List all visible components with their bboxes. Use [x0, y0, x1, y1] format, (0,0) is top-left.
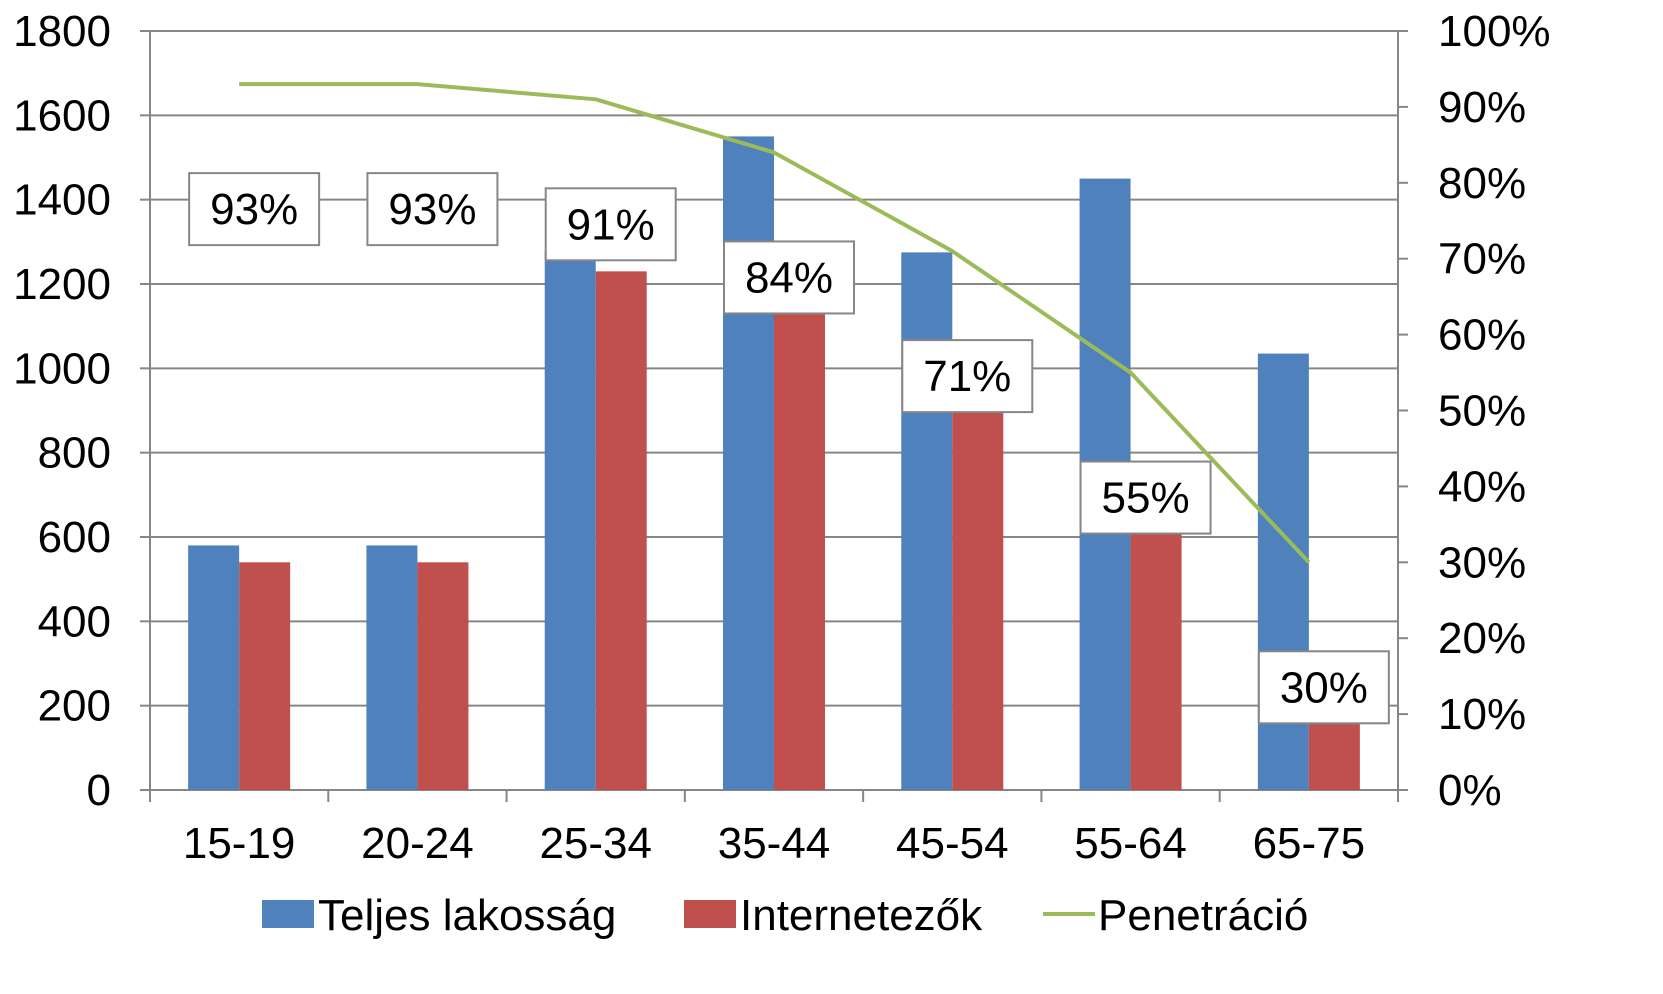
bar-total-population	[901, 252, 953, 790]
right-axis-tick-label: 20%	[1438, 614, 1526, 663]
penetration-line	[239, 82, 1311, 564]
x-axis-category-label: 15-19	[183, 819, 296, 868]
x-axis-category-label: 20-24	[361, 819, 474, 868]
x-axis-category-label: 25-34	[539, 819, 652, 868]
bar-total-population	[544, 250, 596, 790]
left-axis-tick-label: 400	[38, 597, 111, 646]
legend-internet-users-label: Internetezők	[740, 891, 983, 940]
data-label: 30%	[1280, 663, 1368, 712]
bar-internet-users	[1130, 511, 1182, 790]
bar-internet-users	[595, 271, 647, 791]
left-axis-tick-label: 800	[38, 429, 111, 478]
x-axis-category-label: 35-44	[718, 819, 831, 868]
data-label-box	[1079, 460, 1212, 535]
data-label-box	[366, 172, 499, 247]
legend-total-population-swatch	[262, 900, 314, 928]
right-axis-tick-label: 60%	[1438, 311, 1526, 360]
bar-internet-users	[774, 300, 825, 790]
tick-labels: 0 200 400 600 800 1000 1200 1400 1600 1800 0% 10% 20…	[13, 7, 1550, 868]
data-label: 55%	[1102, 474, 1190, 523]
right-axis-tick-label: 80%	[1438, 159, 1526, 208]
bar-total-population	[723, 136, 774, 790]
right-axis-tick-label: 40%	[1438, 462, 1526, 511]
left-axis-tick-label: 600	[38, 513, 111, 562]
right-axis-tick-label: 100%	[1438, 7, 1551, 56]
legend-total-population-label: Teljes lakosság	[318, 891, 616, 940]
data-labels: 93% 93% 91% 84% 71% 55% 30%	[188, 172, 1390, 725]
x-axis-category-label: 65-75	[1253, 819, 1366, 868]
bar-total-population	[1257, 353, 1309, 790]
bar-total-population	[188, 545, 240, 790]
data-label-box	[544, 187, 677, 262]
right-axis-tick-label: 0%	[1438, 766, 1502, 815]
left-axis-tick-label: 1200	[13, 260, 111, 309]
left-axis-tick-label: 1400	[13, 176, 111, 225]
bar-total-population	[366, 545, 418, 790]
data-label-box	[1257, 650, 1390, 725]
legend: Teljes lakosság Internetezők Penetráció	[262, 891, 1308, 940]
right-axis-tick-label: 90%	[1438, 83, 1526, 132]
left-axis-tick-label: 1600	[13, 91, 111, 140]
right-axis-tick-label: 50%	[1438, 387, 1526, 436]
x-axis-category-label: 55-64	[1074, 819, 1187, 868]
bar-internet-users	[952, 408, 1004, 790]
data-label: 93%	[210, 185, 298, 234]
data-label-box	[188, 172, 321, 247]
data-label-box	[723, 240, 855, 315]
right-axis-tick-label: 30%	[1438, 538, 1526, 587]
data-label: 93%	[388, 185, 476, 234]
left-axis-tick-label: 0	[87, 766, 111, 815]
data-label: 71%	[923, 352, 1011, 401]
data-label-box	[901, 339, 1034, 414]
bars	[188, 136, 1360, 791]
left-axis-tick-label: 200	[38, 682, 111, 731]
data-label: 84%	[745, 253, 833, 302]
legend-internet-users-swatch	[684, 900, 736, 928]
bar-internet-users	[239, 562, 291, 790]
right-axis-tick-label: 10%	[1438, 690, 1526, 739]
right-axis-tick-label: 70%	[1438, 235, 1526, 284]
left-axis-tick-label: 1000	[13, 344, 111, 393]
left-axis-tick-label: 1800	[13, 7, 111, 56]
data-label: 91%	[567, 200, 655, 249]
x-axis-category-label: 45-54	[896, 819, 1009, 868]
penetration-line-group	[239, 82, 1311, 564]
legend-penetration-label: Penetráció	[1098, 891, 1308, 940]
bar-internet-users	[417, 562, 469, 790]
